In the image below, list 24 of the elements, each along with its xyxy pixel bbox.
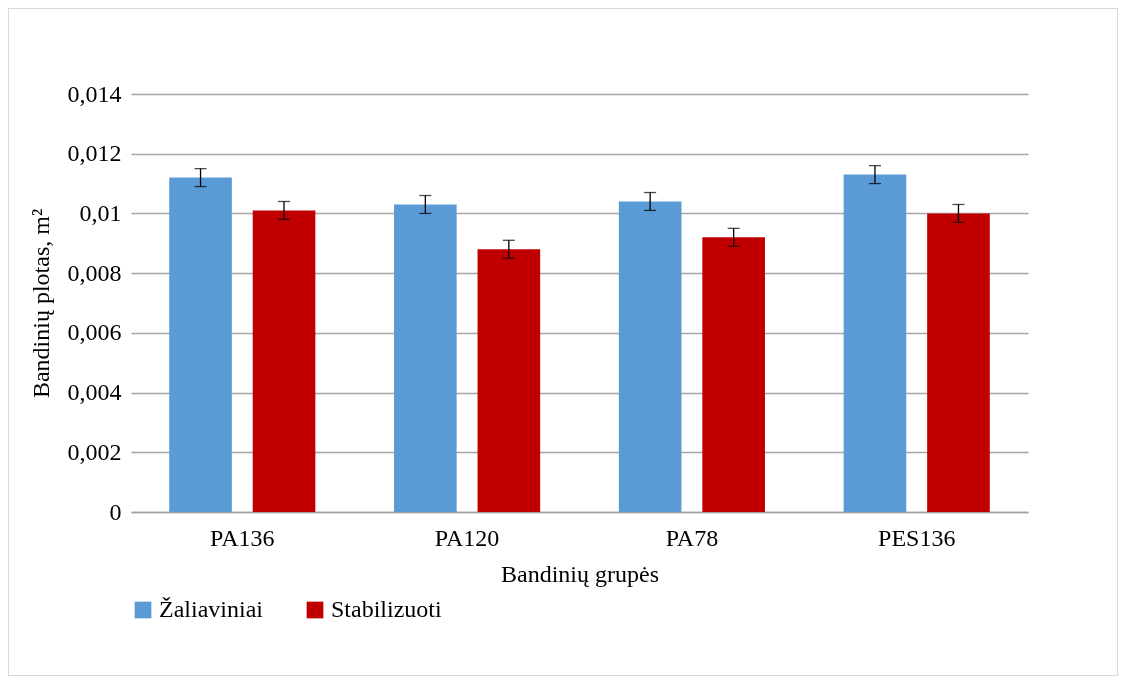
y-tick-label: 0,002: [67, 438, 122, 465]
y-tick-label: 0,004: [67, 379, 122, 406]
y-tick-label: 0,006: [67, 319, 122, 346]
bar: [394, 204, 457, 512]
legend-label: Žaliaviniai: [159, 596, 264, 622]
y-tick-label: 0,01: [79, 199, 122, 226]
bar: [843, 174, 907, 512]
x-tick-label: PA120: [434, 524, 500, 551]
bar: [169, 177, 232, 512]
y-tick-label: 0: [109, 498, 122, 525]
y-tick-label: 0,008: [67, 259, 122, 286]
y-axis-title: Bandinių plotas, m²: [27, 208, 54, 399]
x-tick-label: PA78: [665, 524, 719, 551]
x-tick-label: PA136: [210, 524, 275, 551]
bar: [702, 237, 765, 512]
bar: [477, 249, 541, 512]
bar: [252, 210, 316, 512]
x-axis-title: Bandinių grupės: [501, 560, 659, 587]
bar: [927, 213, 990, 512]
x-tick-label: PES136: [878, 524, 956, 551]
bar: [618, 201, 682, 512]
legend-label: Stabilizuoti: [331, 596, 442, 622]
y-tick-label: 0,012: [67, 140, 122, 167]
y-tick-label: 0,014: [67, 80, 122, 107]
